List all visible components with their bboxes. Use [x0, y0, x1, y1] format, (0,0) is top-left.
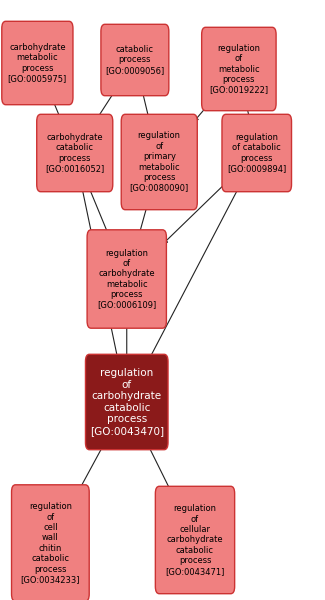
Text: regulation
of
carbohydrate
catabolic
process
[GO:0043470]: regulation of carbohydrate catabolic pro…	[90, 368, 164, 436]
Text: regulation
of
primary
metabolic
process
[GO:0080090]: regulation of primary metabolic process …	[130, 131, 189, 193]
FancyBboxPatch shape	[12, 485, 89, 600]
FancyBboxPatch shape	[2, 21, 73, 104]
Text: regulation
of
metabolic
process
[GO:0019222]: regulation of metabolic process [GO:0019…	[209, 44, 268, 94]
Text: regulation
of catabolic
process
[GO:0009894]: regulation of catabolic process [GO:0009…	[227, 133, 286, 173]
Text: carbohydrate
catabolic
process
[GO:0016052]: carbohydrate catabolic process [GO:00160…	[45, 133, 104, 173]
Text: carbohydrate
metabolic
process
[GO:0005975]: carbohydrate metabolic process [GO:00059…	[8, 43, 67, 83]
FancyBboxPatch shape	[37, 114, 113, 191]
FancyBboxPatch shape	[222, 114, 292, 191]
FancyBboxPatch shape	[87, 230, 166, 328]
Text: regulation
of
carbohydrate
metabolic
process
[GO:0006109]: regulation of carbohydrate metabolic pro…	[97, 248, 156, 310]
Text: regulation
of
cell
wall
chitin
catabolic
process
[GO:0034233]: regulation of cell wall chitin catabolic…	[20, 502, 80, 584]
FancyBboxPatch shape	[121, 114, 197, 210]
FancyBboxPatch shape	[155, 486, 235, 594]
Text: catabolic
process
[GO:0009056]: catabolic process [GO:0009056]	[105, 45, 164, 75]
FancyBboxPatch shape	[202, 27, 276, 110]
Text: regulation
of
cellular
carbohydrate
catabolic
process
[GO:0043471]: regulation of cellular carbohydrate cata…	[165, 504, 225, 576]
FancyBboxPatch shape	[85, 354, 168, 450]
FancyBboxPatch shape	[101, 24, 169, 95]
